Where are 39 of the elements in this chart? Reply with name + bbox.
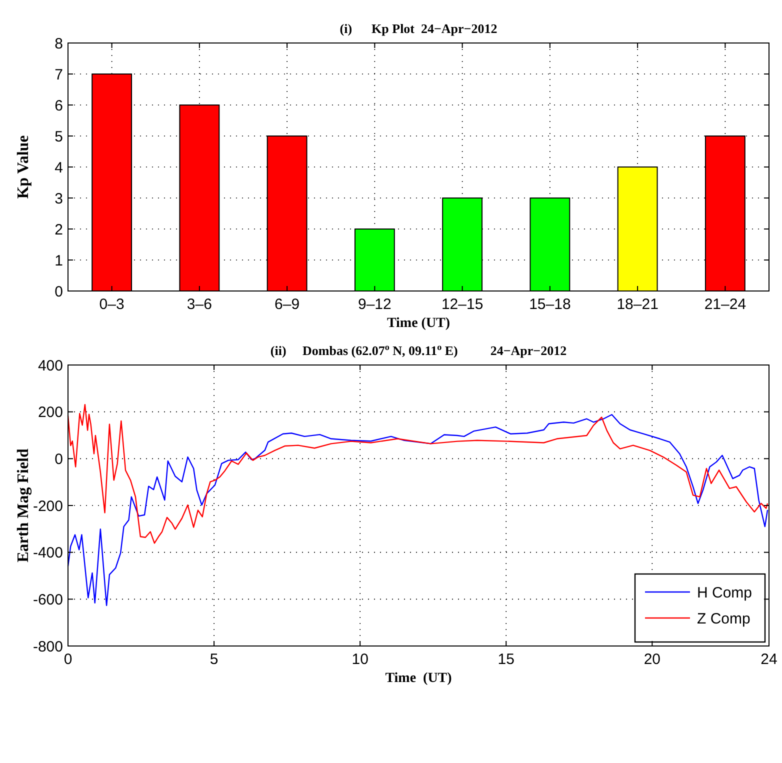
y-axis-title: Kp Value [15,135,32,199]
y-tick-label: 3 [54,190,63,208]
x-tick-label: 21–24 [704,296,746,313]
line-series [67,404,768,544]
x-tick-label: 15–18 [529,296,571,313]
chart-title: (i) Kp Plot 24−Apr−2012 [340,21,498,36]
x-tick-label: 5 [210,651,218,668]
y-tick-label: 200 [38,404,63,422]
y-tick-label: 1 [54,252,63,270]
y-tick-label: 7 [54,66,63,84]
x-tick-label: 15 [498,651,514,668]
x-tick-label: 18–21 [616,296,658,313]
x-tick-label: 3–6 [186,296,212,313]
y-tick-label: 5 [54,128,63,146]
x-tick-label: 24 [760,651,778,668]
chart-title: (ii) Dombas (62.07$^{o}$ N, 09.11$^{o}$ E) 24−Apr−2012 [270,342,567,358]
y-tick-label: 2 [54,221,63,238]
x-axis-title: Time (UT) [386,316,450,331]
y-tick-label: 4 [54,159,63,176]
legend-label: Z Comp [697,610,750,628]
x-tick-label: 20 [644,651,661,668]
y-tick-label: -200 [32,498,63,515]
y-tick-label: 8 [54,35,63,52]
y-tick-label: -600 [32,591,63,608]
x-tick-label: 9–12 [358,296,392,313]
y-tick-label: 400 [38,357,63,374]
x-tick-label: 12–15 [441,296,484,313]
x-tick-label: 0–3 [99,296,124,313]
x-tick-label: 6–9 [274,296,300,313]
y-tick-label: -800 [32,638,63,656]
x-tick-label: 10 [352,651,368,668]
line-series [67,414,768,606]
y-tick-label: 0 [54,450,63,468]
y-tick-label: 6 [54,97,63,114]
y-tick-label: -400 [32,544,63,562]
legend-label: H Comp [697,584,752,602]
x-axis-title: Time (UT) [385,671,452,686]
y-tick-label: 0 [54,283,63,300]
y-axis-title: Earth Mag Field [15,448,32,562]
